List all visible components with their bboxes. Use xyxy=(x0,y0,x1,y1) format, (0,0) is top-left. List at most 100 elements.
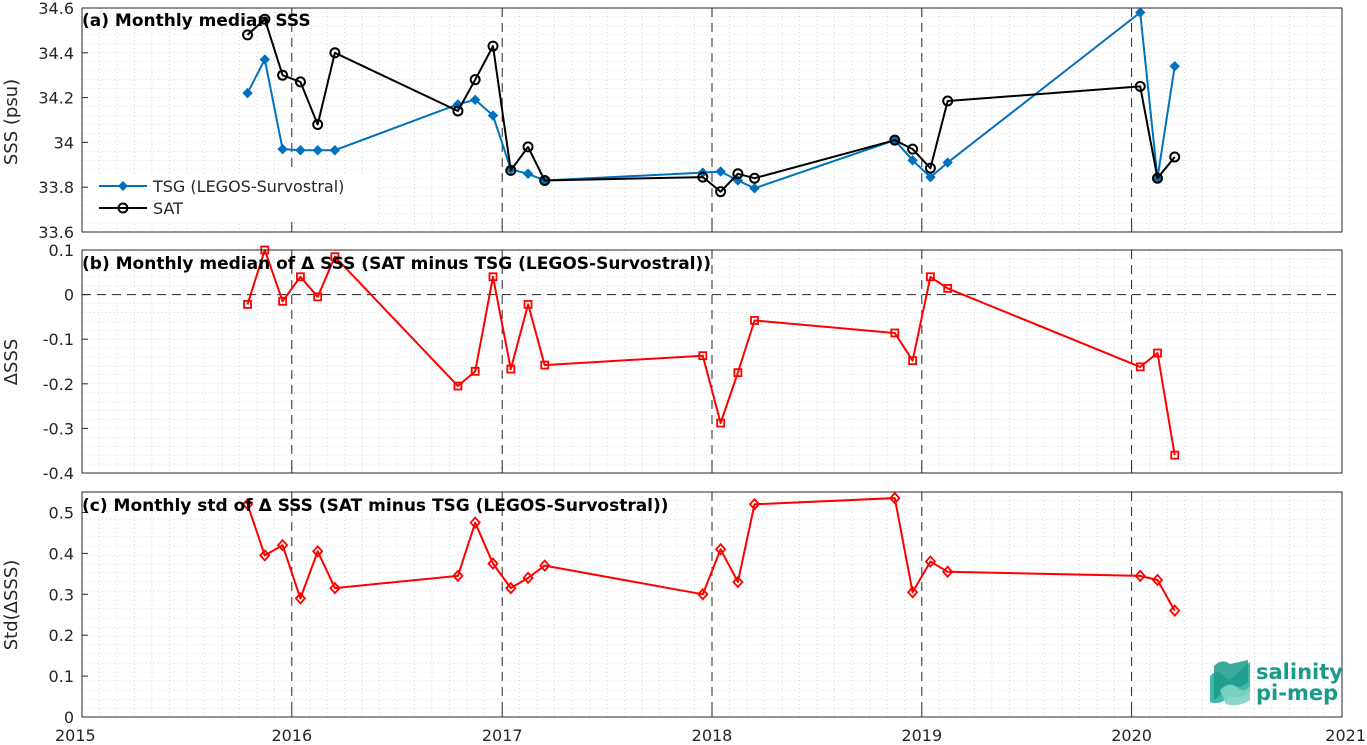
data-point-circle xyxy=(312,118,324,130)
data-point-diamond xyxy=(942,157,953,168)
x-tick-label: 2018 xyxy=(692,726,733,745)
data-point-diamond xyxy=(1135,7,1146,18)
data-point-square xyxy=(296,272,305,282)
data-point-square xyxy=(1153,348,1162,358)
legend-label-sat: SAT xyxy=(153,199,183,218)
data-point-square xyxy=(243,300,252,309)
data-point-diamond-open xyxy=(1134,569,1146,583)
data-point-circle xyxy=(1169,151,1181,163)
panel-c-year-dividers xyxy=(291,492,1133,717)
data-point-circle xyxy=(259,13,271,25)
y-tick-label: 0.5 xyxy=(49,503,74,522)
data-point-circle xyxy=(539,174,551,186)
data-point-diamond-open xyxy=(329,581,341,595)
panel-c: 0 0.1 0.2 0.3 0.4 0.5 Std(ΔSSS) (c) Monthly s… xyxy=(1,491,1343,727)
panel-c-series xyxy=(241,491,1181,617)
data-point-diamond xyxy=(749,183,760,194)
panel-b-title: (b) Monthly median of Δ SSS (SAT minus T… xyxy=(82,254,711,274)
x-tick-label: 2021 xyxy=(1325,726,1366,745)
y-tick-label: 0.4 xyxy=(49,544,74,563)
data-point-circle xyxy=(924,162,936,174)
data-point-square xyxy=(330,252,340,262)
series-line xyxy=(246,18,1176,193)
x-axis-ticks: 2015 2016 2017 2018 2019 2020 2021 xyxy=(55,226,1366,745)
y-tick-label: -0.2 xyxy=(43,375,74,394)
data-point-circle xyxy=(942,95,954,107)
panel-a-series xyxy=(242,7,1181,198)
y-tick-label: -0.3 xyxy=(43,419,74,438)
panel-a-grid xyxy=(82,8,1342,232)
panel-a-title: (a) Monthly median SSS xyxy=(82,11,311,31)
data-point-diamond-open xyxy=(539,559,551,572)
y-tick-label: -0.1 xyxy=(43,330,74,349)
data-point-square xyxy=(453,381,463,391)
data-point-diamond-open xyxy=(697,587,709,601)
data-point-square xyxy=(716,418,726,428)
data-point-diamond-open xyxy=(941,565,954,579)
data-point-square xyxy=(926,272,935,282)
y-tick-label: 0.1 xyxy=(49,667,74,686)
data-point-circle xyxy=(1151,172,1163,184)
data-point-diamond-open xyxy=(1151,573,1164,587)
data-point-diamond xyxy=(907,155,918,166)
x-tick-label: 2015 xyxy=(55,726,96,745)
data-point-circle xyxy=(732,168,744,180)
x-tick-label: 2017 xyxy=(482,726,523,745)
data-point-diamond xyxy=(715,166,726,177)
data-point-diamond xyxy=(487,110,499,121)
panel-b-y-ticks: -0.4 -0.3 -0.2 -0.1 0 0.1 xyxy=(43,241,88,483)
y-tick-label: 34 xyxy=(54,133,74,152)
logo-text-line2: pi-mep xyxy=(1256,681,1338,705)
data-point-square xyxy=(540,360,550,370)
data-point-diamond-open xyxy=(259,549,271,562)
panel-c-grid xyxy=(82,492,1342,717)
y-tick-label: 0.1 xyxy=(49,241,74,260)
data-point-circle xyxy=(697,171,709,183)
data-point-square xyxy=(908,356,918,366)
data-point-circle xyxy=(1134,80,1146,92)
data-point-diamond-open xyxy=(294,592,307,605)
y-tick-label: 0.3 xyxy=(49,585,74,604)
data-point-square xyxy=(698,351,708,361)
data-point-diamond xyxy=(242,87,253,99)
panel-c-y-ticks: 0 0.1 0.2 0.3 0.4 0.5 xyxy=(49,503,88,727)
data-point-circle xyxy=(749,172,761,184)
x-tick-label: 2016 xyxy=(271,726,312,745)
data-point-square xyxy=(943,283,953,293)
panel-b: -0.4 -0.3 -0.2 -0.1 0 0.1 ΔSSS (b) Monthly me… xyxy=(1,241,1343,483)
data-point-circle xyxy=(487,40,499,52)
series-line xyxy=(246,249,1176,456)
data-point-diamond-open xyxy=(452,569,464,583)
x-tick-label: 2019 xyxy=(901,726,942,745)
y-tick-label: 0 xyxy=(64,708,74,727)
data-point-square xyxy=(733,368,743,378)
data-point-circle xyxy=(907,143,919,155)
y-tick-label: 0.2 xyxy=(49,626,74,645)
data-point-square xyxy=(488,272,498,282)
data-point-diamond-open xyxy=(714,542,727,556)
data-point-diamond-open xyxy=(469,516,481,530)
data-point-diamond-open xyxy=(487,557,499,570)
data-point-diamond xyxy=(469,94,481,106)
data-point-diamond-open xyxy=(924,555,937,568)
y-tick-label: 34.6 xyxy=(38,0,74,18)
data-point-square xyxy=(750,316,759,325)
data-point-diamond xyxy=(295,145,306,156)
data-point-circle xyxy=(469,74,481,86)
data-point-circle xyxy=(242,29,254,41)
data-point-square xyxy=(890,328,900,338)
data-point-diamond xyxy=(925,171,936,183)
data-point-diamond-open xyxy=(732,575,744,589)
panel-b-series xyxy=(243,245,1180,460)
data-point-diamond xyxy=(329,145,341,156)
data-point-circle xyxy=(889,134,901,146)
data-point-diamond xyxy=(259,54,270,65)
data-point-circle xyxy=(277,69,289,81)
logo-text-line1: salinity xyxy=(1256,660,1343,684)
data-point-square xyxy=(1135,362,1145,372)
data-point-circle xyxy=(522,141,534,153)
wave-logo-icon xyxy=(1210,660,1250,706)
legend-circle-icon xyxy=(117,202,129,214)
salinity-pi-mep-logo: salinity pi-mep xyxy=(1210,660,1343,706)
panel-c-title: (c) Monthly std of Δ SSS (SAT minus TSG … xyxy=(82,496,669,516)
